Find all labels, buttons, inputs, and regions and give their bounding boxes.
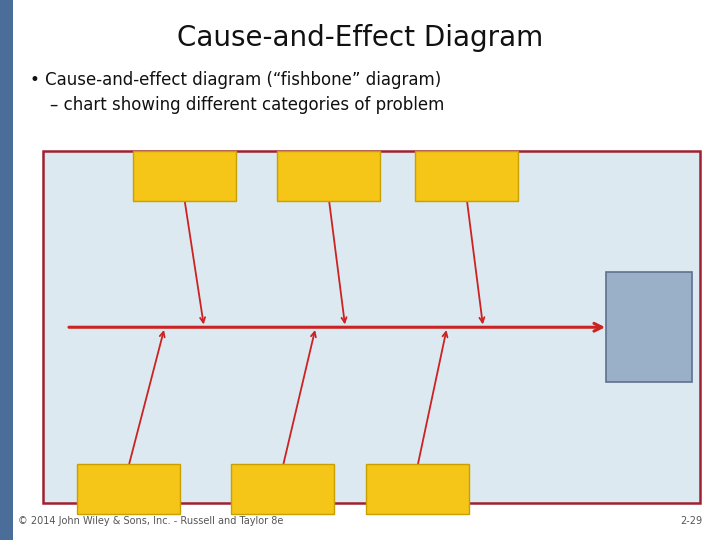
Text: Phone: Phone xyxy=(439,199,467,208)
Text: RNs: RNs xyxy=(312,199,329,208)
Text: Measurement: Measurement xyxy=(152,171,217,180)
Text: – chart showing different categories of problem: – chart showing different categories of … xyxy=(50,96,445,114)
Text: 2-29: 2-29 xyxy=(680,516,702,526)
Text: © 2014 John Wiley & Sons, Inc. - Russell and Taylor 8e: © 2014 John Wiley & Sons, Inc. - Russell… xyxy=(18,516,284,526)
Text: Volume: Volume xyxy=(122,336,156,346)
Text: Laundry: Laundry xyxy=(269,342,306,351)
Text: Environment: Environment xyxy=(99,485,159,494)
Text: Equipment: Equipment xyxy=(89,416,138,425)
Text: Wheelchairs: Wheelchairs xyxy=(238,400,294,409)
Text: Family: Family xyxy=(306,255,336,265)
Text: Cleaning supplies: Cleaning supplies xyxy=(220,370,300,379)
Text: RN admissions: RN admissions xyxy=(127,255,193,265)
Text: BTS: BTS xyxy=(179,284,197,293)
Text: Room cleaning: Room cleaning xyxy=(356,419,423,428)
Text: Time of day: Time of day xyxy=(132,199,186,208)
Text: • Cause-and-effect diagram (“fishbone” diagram): • Cause-and-effect diagram (“fishbone” d… xyxy=(30,71,441,89)
Text: Beds: Beds xyxy=(127,361,150,370)
Text: Supplies: Supplies xyxy=(105,388,144,396)
Text: BTS speed: BTS speed xyxy=(380,396,428,406)
Text: Bed
Turnaround
Time
(Effect): Bed Turnaround Time (Effect) xyxy=(621,305,676,349)
Text: Shift: Shift xyxy=(418,333,439,342)
Text: (Causes)
Methods: (Causes) Methods xyxy=(397,480,438,499)
Text: BTS: BTS xyxy=(453,227,470,237)
Text: Materials: Materials xyxy=(261,485,305,494)
Text: Patient care associates: Patient care associates xyxy=(234,284,338,293)
Text: BTS competence: BTS competence xyxy=(355,375,431,384)
Text: Machines: Machines xyxy=(444,171,489,180)
Text: Communication: Communication xyxy=(364,354,436,363)
Text: Cause-and-Effect Diagram: Cause-and-Effect Diagram xyxy=(177,24,543,52)
Text: Day of week: Day of week xyxy=(133,227,189,237)
Text: Patients: Patients xyxy=(296,227,332,237)
Text: Personnel
(Causes): Personnel (Causes) xyxy=(305,166,352,186)
Text: Beepers: Beepers xyxy=(436,255,473,265)
